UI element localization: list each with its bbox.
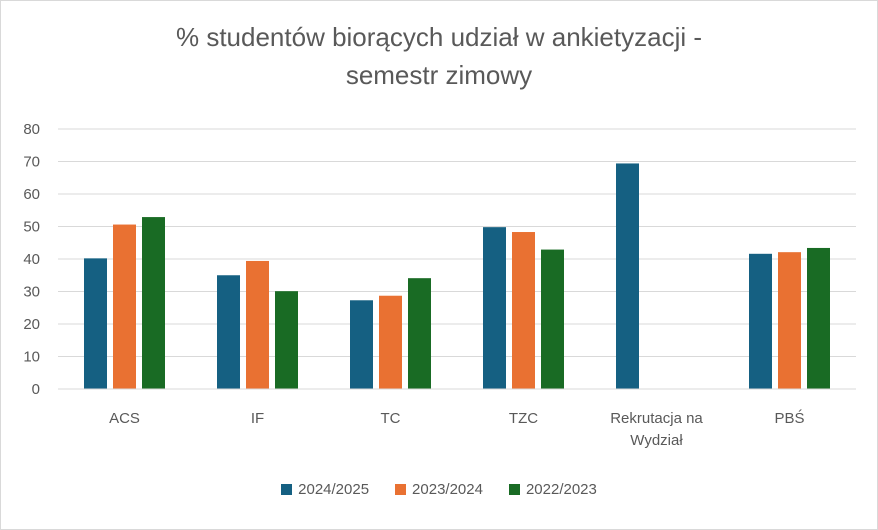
chart-title: % studentów biorących udział w ankietyza… [0,18,878,94]
bar [379,295,402,389]
x-category-label: IF [251,410,264,427]
legend-swatch [281,484,293,495]
x-category-label: Rekrutacja na [610,410,703,427]
y-tick-label: 10 [23,349,40,366]
bars [84,163,830,389]
x-category-label: Wydział [630,432,683,449]
legend-label: 2022/2023 [525,481,597,498]
x-category-label: ACS [109,410,140,427]
bar [275,291,298,389]
y-tick-label: 20 [23,316,40,333]
y-tick-label: 0 [32,381,40,398]
bar [541,249,564,389]
bar [142,217,165,389]
bar [483,227,506,389]
x-axis-categories: ACS IF TC TZC Rekrutacja na Wydział PBŚ [109,409,804,449]
chart-title-line-1: % studentów biorących udział w ankietyza… [175,22,703,52]
bar [350,300,373,389]
bar [749,253,772,389]
legend-swatch [508,484,520,495]
x-category-label: TC [381,410,401,427]
legend-item: 2024/2025 [281,481,369,498]
x-category-label: TZC [509,410,538,427]
bar [217,275,240,389]
legend-item: 2022/2023 [508,481,597,498]
legend-label: 2024/2025 [298,481,370,498]
bar [616,163,639,389]
bar [778,252,801,389]
y-tick-label: 60 [23,186,40,203]
bar [84,258,107,389]
y-tick-label: 70 [23,154,40,171]
gridlines [58,128,856,357]
y-tick-label: 80 [23,121,40,138]
y-tick-label: 30 [23,284,40,301]
bar [512,232,535,389]
bar [408,278,431,389]
bar [113,224,136,389]
bar [807,247,830,389]
chart-title-line-2: semestr zimowy [345,60,533,90]
y-axis-ticks: 0 10 20 30 40 50 60 70 80 [23,121,40,398]
x-category-label: PBŚ [774,409,804,427]
legend: 2024/2025 2023/2024 2022/2023 [0,481,878,498]
legend-item: 2023/2024 [395,481,483,498]
bar [246,260,269,389]
legend-label: 2023/2024 [412,481,483,498]
legend-swatch [395,484,407,495]
y-tick-label: 50 [23,219,40,236]
y-tick-label: 40 [23,251,40,268]
